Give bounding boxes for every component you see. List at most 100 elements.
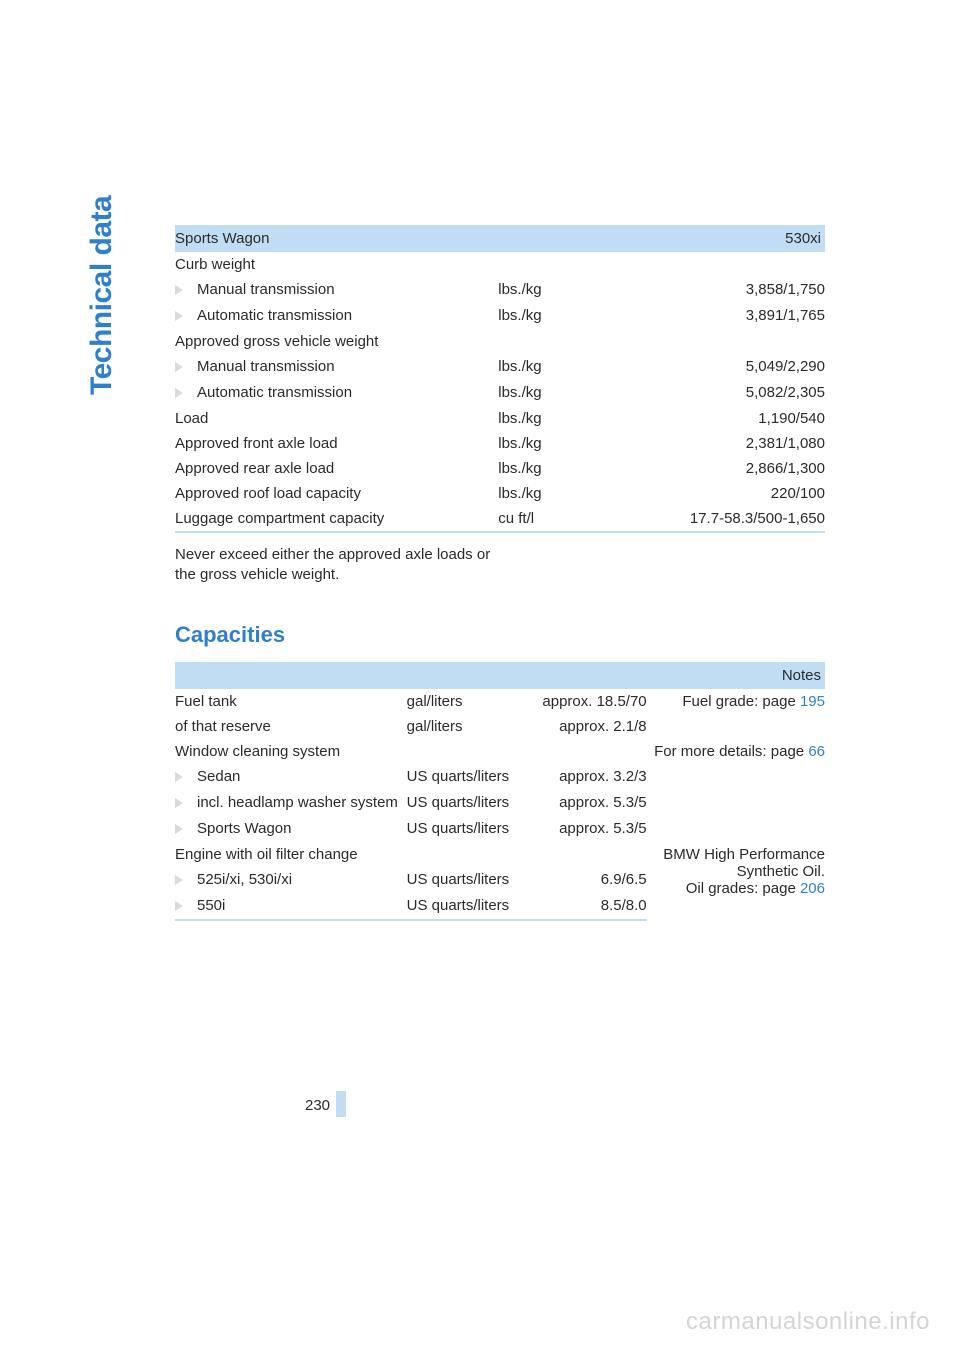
row-value: 2,866/1,300 (638, 456, 825, 481)
bullet-icon (175, 354, 197, 380)
row-unit: US quarts/liters (407, 893, 527, 920)
row-label: Window cleaning system (175, 739, 407, 764)
row-label: of that reserve (175, 714, 407, 739)
row-note: BMW High PerformanceSynthetic Oil.Oil gr… (647, 842, 825, 920)
bullet-icon (175, 277, 197, 303)
watermark: carmanualsonline.info (686, 1308, 930, 1336)
bullet-icon (175, 867, 197, 893)
row-label: Sports Wagon (197, 816, 407, 842)
row-unit (498, 252, 638, 277)
row-label: Automatic transmission (197, 380, 498, 406)
table-row: of that reservegal/litersapprox. 2.1/8 (175, 714, 825, 739)
row-value: 3,858/1,750 (638, 277, 825, 303)
row-value: 2,381/1,080 (638, 431, 825, 456)
page-number-marker (336, 1091, 346, 1117)
row-label: Engine with oil filter change (175, 842, 407, 867)
row-label: Manual transmission (197, 354, 498, 380)
row-note (647, 714, 825, 739)
row-note: For more details: page 66 (647, 739, 825, 764)
row-value: approx. 2.1/8 (527, 714, 647, 739)
table-row: Manual transmissionlbs./kg5,049/2,290 (175, 354, 825, 380)
row-label: Automatic transmission (197, 303, 498, 329)
section-title-capacities: Capacities (175, 622, 825, 648)
table-row: Luggage compartment capacitycu ft/l17.7-… (175, 506, 825, 532)
bullet-icon (175, 893, 197, 920)
table-row: Automatic transmissionlbs./kg3,891/1,765 (175, 303, 825, 329)
row-label: Manual transmission (197, 277, 498, 303)
row-label: Approved gross vehicle weight (175, 329, 498, 354)
row-label: Sedan (197, 764, 407, 790)
table-row: Window cleaning system For more details: … (175, 739, 825, 764)
row-label: Approved roof load capacity (175, 481, 498, 506)
table-row: Automatic transmissionlbs./kg5,082/2,305 (175, 380, 825, 406)
row-value: 5,049/2,290 (638, 354, 825, 380)
row-unit (407, 739, 527, 764)
row-label: 550i (197, 893, 407, 920)
row-value: 5,082/2,305 (638, 380, 825, 406)
table-row: SedanUS quarts/litersapprox. 3.2/3 (175, 764, 825, 790)
row-unit: US quarts/liters (407, 790, 527, 816)
row-unit: lbs./kg (498, 380, 638, 406)
row-value (638, 329, 825, 354)
table-row: Approved roof load capacitylbs./kg220/10… (175, 481, 825, 506)
table-row: incl. headlamp washer systemUS quarts/li… (175, 790, 825, 816)
row-note: Fuel grade: page 195 (647, 689, 825, 714)
table-row: Approved front axle loadlbs./kg2,381/1,0… (175, 431, 825, 456)
row-unit: US quarts/liters (407, 764, 527, 790)
row-value: approx. 5.3/5 (527, 816, 647, 842)
page-number: 230 (305, 1097, 330, 1114)
page-ref-link[interactable]: 195 (800, 693, 825, 710)
row-unit: lbs./kg (498, 277, 638, 303)
row-unit: lbs./kg (498, 406, 638, 431)
table-row: Fuel tankgal/litersapprox. 18.5/70Fuel g… (175, 689, 825, 714)
row-value (527, 739, 647, 764)
row-unit: US quarts/liters (407, 816, 527, 842)
row-value (527, 842, 647, 867)
row-unit: US quarts/liters (407, 867, 527, 893)
row-value: approx. 18.5/70 (527, 689, 647, 714)
row-unit: lbs./kg (498, 456, 638, 481)
row-value (638, 252, 825, 277)
weights-table: Sports Wagon 530xi Curb weightManual tra… (175, 225, 825, 533)
row-value: approx. 3.2/3 (527, 764, 647, 790)
row-note (647, 790, 825, 816)
table-row: Approved gross vehicle weight (175, 329, 825, 354)
row-unit: lbs./kg (498, 354, 638, 380)
row-note (647, 816, 825, 842)
page-ref-link[interactable]: 206 (800, 880, 825, 897)
row-label: Curb weight (175, 252, 498, 277)
bullet-icon (175, 790, 197, 816)
row-unit: lbs./kg (498, 481, 638, 506)
table-row: Loadlbs./kg1,190/540 (175, 406, 825, 431)
row-value: 17.7-58.3/500-1,650 (638, 506, 825, 532)
table-row: Manual transmissionlbs./kg3,858/1,750 (175, 277, 825, 303)
table-header-row: Sports Wagon 530xi (175, 225, 825, 252)
table-header-left: Sports Wagon (175, 225, 498, 252)
row-unit: gal/liters (407, 689, 527, 714)
axle-load-note: Never exceed either the approved axle lo… (175, 545, 515, 586)
row-note (647, 764, 825, 790)
table-row: Engine with oil filter changeBMW High Pe… (175, 842, 825, 867)
row-unit: cu ft/l (498, 506, 638, 532)
side-section-label: Technical data (85, 196, 119, 395)
bullet-icon (175, 303, 197, 329)
row-value: 220/100 (638, 481, 825, 506)
row-label: Approved rear axle load (175, 456, 498, 481)
row-value: approx. 5.3/5 (527, 790, 647, 816)
table-row: Sports WagonUS quarts/litersapprox. 5.3/… (175, 816, 825, 842)
row-unit: lbs./kg (498, 303, 638, 329)
row-unit: lbs./kg (498, 431, 638, 456)
row-label: incl. headlamp washer system (197, 790, 407, 816)
row-label: Load (175, 406, 498, 431)
bullet-icon (175, 380, 197, 406)
page-content: Sports Wagon 530xi Curb weightManual tra… (175, 225, 825, 921)
table-row: Approved rear axle loadlbs./kg2,866/1,30… (175, 456, 825, 481)
table-header-notes: Notes (647, 662, 825, 689)
table-header-row: Notes (175, 662, 825, 689)
row-value: 3,891/1,765 (638, 303, 825, 329)
row-unit (407, 842, 527, 867)
row-unit (498, 329, 638, 354)
bullet-icon (175, 764, 197, 790)
page-ref-link[interactable]: 66 (808, 743, 825, 760)
row-label: 525i/xi, 530i/xi (197, 867, 407, 893)
